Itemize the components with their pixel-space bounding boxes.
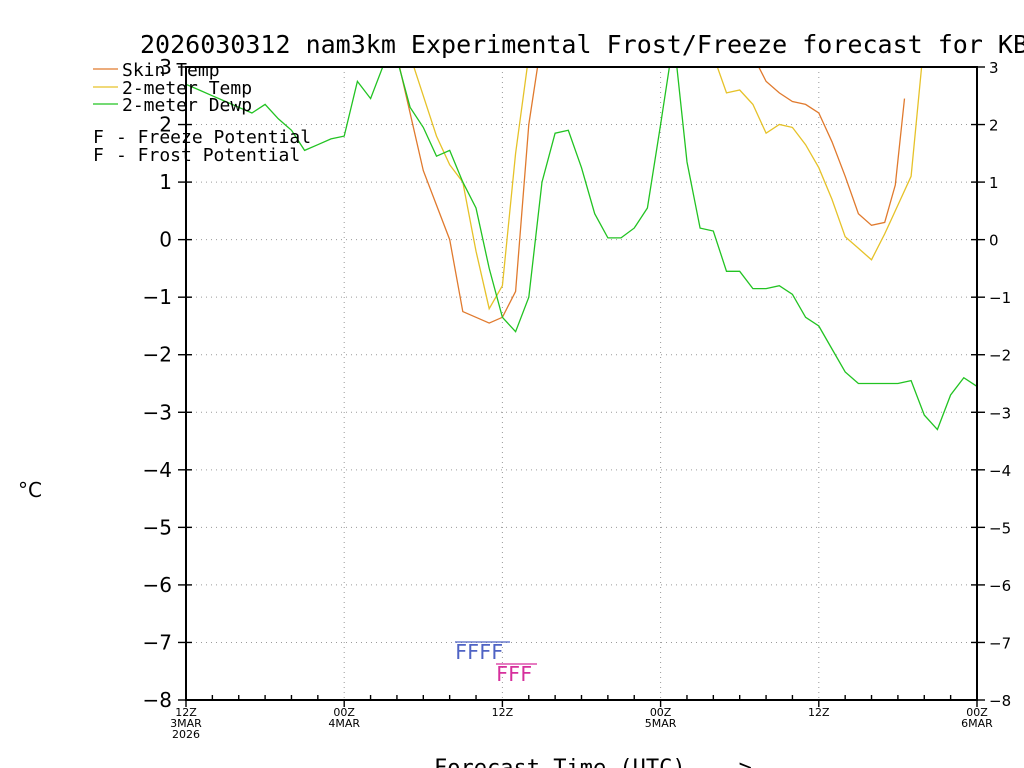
y-tick-label-right: −2 [989, 347, 1011, 365]
y-tick-label-right: −8 [989, 692, 1011, 710]
x-tick-label: 3MAR [170, 717, 202, 730]
y-tick-label-left: 3 [159, 55, 172, 79]
series-lines [186, 67, 977, 431]
y-tick-label-right: −1 [989, 289, 1011, 307]
x-tick-label: 12Z [175, 706, 197, 719]
y-tick-label-left: −4 [143, 458, 172, 482]
frost-freeze-markers: FFFF FFF [455, 640, 537, 686]
x-tick-label: 6MAR [961, 717, 993, 730]
x-tick-label: 4MAR [328, 717, 360, 730]
y-tick-label-left: −2 [143, 343, 172, 367]
y-tick-label-left: −8 [143, 688, 172, 712]
legend-label-2m-dewp: 2-meter Dewp [122, 95, 252, 116]
y-tick-label-right: −3 [989, 404, 1011, 422]
y-tick-label-right: 3 [989, 59, 999, 77]
frost-potential-marker: FFFF [455, 640, 503, 664]
legend-frost-letter: F [93, 145, 104, 166]
x-tick-label: 5MAR [645, 717, 677, 730]
chart-title: 2026030312 nam3km Experimental Frost/Fre… [140, 30, 1024, 59]
y-tick-label-left: −7 [143, 630, 172, 654]
y-axis-label: °C [18, 478, 42, 502]
y-tick-label-right: −6 [989, 577, 1011, 595]
series-line-skin-temp [398, 67, 906, 324]
y-tick-label-left: −3 [143, 400, 172, 424]
y-tick-label-right: −7 [989, 634, 1011, 652]
x-tick-label: 2026 [172, 728, 200, 741]
legend-freeze-letter: F [93, 127, 104, 148]
y-axis-left: −8 −7 −6 −5 −4 −3 −2 −1 0 1 2 3 [143, 55, 192, 712]
freeze-potential-marker: FFF [496, 662, 532, 686]
y-tick-label-left: −1 [143, 285, 172, 309]
grid-lines [186, 67, 977, 700]
x-tick-label: 12Z [808, 706, 830, 719]
y-tick-label-right: 1 [989, 174, 999, 192]
legend-label-2m-temp: 2-meter Temp [122, 78, 252, 99]
x-tick-label: 00Z [650, 706, 672, 719]
legend-frost-text: - Frost Potential [116, 145, 300, 166]
y-tick-label-left: 0 [159, 228, 172, 252]
y-tick-label-left: 2 [159, 113, 172, 137]
y-tick-label-right: 0 [989, 232, 999, 250]
x-tick-label: 00Z [333, 706, 355, 719]
y-tick-label-left: −5 [143, 515, 172, 539]
x-tick-label: 12Z [492, 706, 514, 719]
x-axis-label: Forecast Time (UTC) ---> [434, 756, 752, 768]
legend-label-skin-temp: Skin Temp [122, 60, 220, 81]
legend: Skin Temp 2-meter Temp 2-meter Dewp F - … [93, 60, 311, 166]
x-tick-label: 00Z [966, 706, 988, 719]
y-tick-label-right: 2 [989, 117, 999, 135]
series-line-2-meter-temp [413, 67, 923, 311]
y-tick-label-left: 1 [159, 170, 172, 194]
y-tick-label-left: −6 [143, 573, 172, 597]
series-line-2-meter-dewp [186, 67, 977, 431]
y-tick-label-right: −5 [989, 519, 1011, 537]
legend-freeze-text: - Freeze Potential [116, 127, 311, 148]
y-tick-label-right: −4 [989, 462, 1011, 480]
y-axis-right: −8 −7 −6 −5 −4 −3 −2 −1 0 1 2 3 [971, 59, 1011, 710]
